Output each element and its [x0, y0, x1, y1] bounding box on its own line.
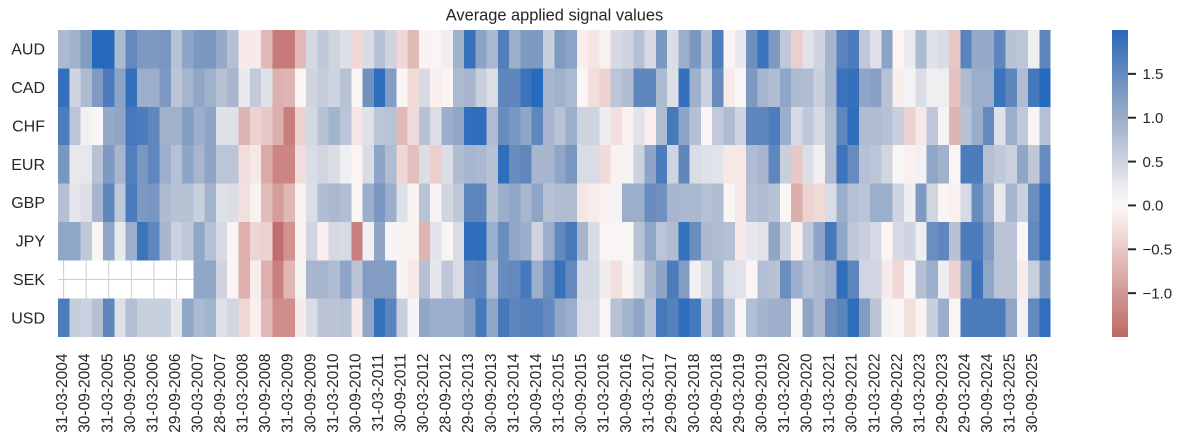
- svg-text:30-09-2009: 30-09-2009: [302, 354, 319, 433]
- svg-text:29-03-2024: 29-03-2024: [957, 353, 974, 433]
- svg-text:31-03-2015: 31-03-2015: [550, 354, 567, 433]
- svg-text:30-09-2014: 30-09-2014: [528, 353, 545, 433]
- svg-text:28-09-2012: 28-09-2012: [438, 354, 455, 433]
- svg-text:31-03-2004: 31-03-2004: [54, 353, 71, 433]
- svg-text:31-03-2021: 31-03-2021: [821, 354, 838, 433]
- svg-text:29-03-2013: 29-03-2013: [460, 354, 477, 433]
- svg-text:GBP: GBP: [11, 195, 45, 212]
- svg-text:EUR: EUR: [11, 157, 45, 174]
- svg-text:1.0: 1.0: [1143, 110, 1164, 127]
- svg-text:31-03-2005: 31-03-2005: [99, 354, 116, 433]
- svg-text:31-03-2025: 31-03-2025: [1002, 354, 1019, 433]
- svg-text:0.0: 0.0: [1143, 198, 1164, 215]
- svg-text:CAD: CAD: [11, 80, 45, 97]
- svg-text:31-03-2011: 31-03-2011: [370, 354, 387, 432]
- svg-text:31-03-2017: 31-03-2017: [641, 354, 658, 433]
- svg-text:29-03-2019: 29-03-2019: [731, 354, 748, 433]
- svg-text:30-09-2020: 30-09-2020: [799, 353, 816, 433]
- svg-text:28-09-2007: 28-09-2007: [212, 354, 229, 433]
- svg-text:30-09-2016: 30-09-2016: [618, 354, 635, 433]
- svg-text:31-03-2009: 31-03-2009: [280, 354, 297, 433]
- svg-text:30-09-2019: 30-09-2019: [753, 354, 770, 433]
- svg-text:30-09-2025: 30-09-2025: [1024, 354, 1041, 433]
- svg-text:30-03-2007: 30-03-2007: [189, 354, 206, 433]
- svg-text:29-09-2017: 29-09-2017: [663, 354, 680, 433]
- svg-text:30-09-2011: 30-09-2011: [393, 354, 410, 432]
- svg-text:AUD: AUD: [11, 42, 45, 59]
- svg-text:30-09-2008: 30-09-2008: [257, 354, 274, 433]
- svg-text:28-09-2018: 28-09-2018: [708, 354, 725, 433]
- svg-text:JPY: JPY: [16, 234, 46, 251]
- svg-text:30-09-2013: 30-09-2013: [483, 354, 500, 433]
- svg-text:30-09-2010: 30-09-2010: [347, 353, 364, 433]
- svg-text:0.5: 0.5: [1143, 154, 1164, 171]
- svg-text:30-09-2005: 30-09-2005: [122, 354, 139, 433]
- svg-text:Average applied signal values: Average applied signal values: [446, 7, 663, 25]
- svg-text:31-03-2014: 31-03-2014: [505, 353, 522, 433]
- svg-text:31-03-2023: 31-03-2023: [911, 354, 928, 433]
- svg-text:30-03-2012: 30-03-2012: [415, 354, 432, 433]
- svg-text:30-03-2018: 30-03-2018: [686, 354, 703, 433]
- svg-text:31-03-2016: 31-03-2016: [596, 354, 613, 433]
- svg-text:30-09-2024: 30-09-2024: [979, 353, 996, 433]
- svg-text:31-03-2008: 31-03-2008: [235, 354, 252, 433]
- svg-text:31-03-2020: 31-03-2020: [776, 353, 793, 433]
- svg-text:31-03-2022: 31-03-2022: [866, 354, 883, 433]
- svg-text:31-03-2006: 31-03-2006: [144, 354, 161, 433]
- svg-text:29-09-2023: 29-09-2023: [934, 353, 951, 432]
- svg-text:−0.5: −0.5: [1143, 241, 1173, 258]
- svg-text:30-09-2022: 30-09-2022: [889, 354, 906, 433]
- svg-text:−1.0: −1.0: [1143, 285, 1173, 302]
- svg-text:USD: USD: [11, 310, 45, 327]
- svg-text:SEK: SEK: [13, 272, 45, 289]
- svg-text:29-09-2006: 29-09-2006: [167, 354, 184, 433]
- svg-text:30-09-2021: 30-09-2021: [844, 354, 861, 433]
- svg-text:31-03-2010: 31-03-2010: [325, 353, 342, 433]
- svg-text:30-09-2015: 30-09-2015: [573, 354, 590, 433]
- svg-text:CHF: CHF: [12, 118, 45, 135]
- svg-text:1.5: 1.5: [1143, 66, 1164, 83]
- svg-text:30-09-2004: 30-09-2004: [77, 353, 94, 433]
